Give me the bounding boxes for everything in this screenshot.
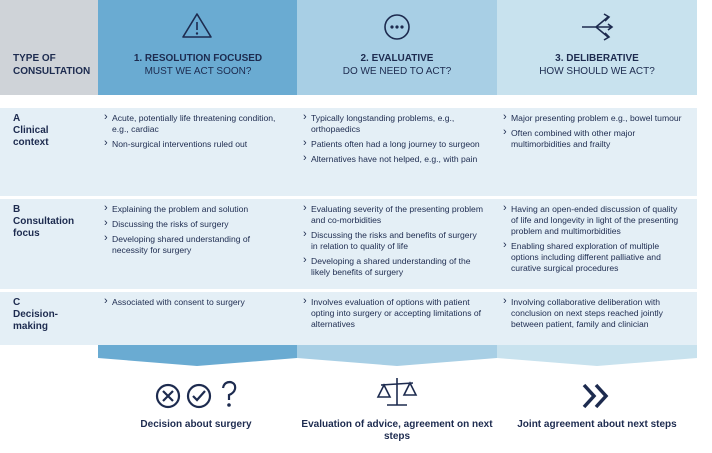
- col2-header-bg: [297, 0, 497, 95]
- cell: Having an open-ended discussion of quali…: [503, 203, 683, 278]
- header-icons: [182, 13, 614, 41]
- bullet-item: Having an open-ended discussion of quali…: [503, 203, 683, 237]
- row-letter: B: [13, 204, 21, 215]
- row-label: Consultation focus: [13, 216, 75, 239]
- question-icon: [221, 380, 237, 400]
- column-question: DO WE NEED TO ACT?: [342, 66, 452, 77]
- column-title: 2. EVALUATIVE: [360, 53, 434, 64]
- cell: Explaining the problem and solution Discu…: [104, 203, 284, 260]
- bullet-item: Patients often had a long journey to sur…: [303, 138, 483, 150]
- cell: Associated with consent to surgery: [104, 296, 284, 312]
- row-label: Clinical context: [13, 125, 49, 148]
- header-label: TYPE OF CONSULTATION: [13, 53, 91, 77]
- outcome-label: Decision about surgery: [140, 419, 252, 430]
- outcome-label: Joint agreement about next steps: [517, 419, 677, 430]
- header-label-cell: TYPE OF CONSULTATION: [0, 0, 98, 95]
- bullet-item: Typically longstanding problems, e.g., o…: [303, 112, 483, 135]
- column-title: 1. RESOLUTION FOCUSED: [133, 53, 263, 64]
- col2-arrow: [297, 345, 497, 366]
- bullet-item: Explaining the problem and solution: [104, 203, 284, 215]
- column-title: 3. DELIBERATIVE: [555, 53, 639, 64]
- bullet-item: Developing a shared understanding of the…: [303, 255, 483, 278]
- column-header: 2. EVALUATIVE DO WE NEED TO ACT?: [297, 0, 497, 95]
- col3-arrow: [497, 345, 697, 366]
- row-label: Decision-making: [13, 309, 59, 332]
- bullet-item: Discussing the risks and benefits of sur…: [303, 229, 483, 252]
- column-question: HOW SHOULD WE ACT?: [539, 66, 655, 77]
- column-header: 1. RESOLUTION FOCUSED MUST WE ACT SOON?: [98, 0, 298, 95]
- cell: Evaluating severity of the presenting pr…: [303, 203, 483, 282]
- bullet-item: Enabling shared exploration of multiple …: [503, 240, 683, 274]
- bullet-item: Associated with consent to surgery: [104, 296, 284, 308]
- outcome-label: Evaluation of advice, agreement on next …: [301, 419, 493, 442]
- bullet-item: Acute, potentially life threatening cond…: [104, 112, 284, 135]
- column-header: 3. DELIBERATIVE HOW SHOULD WE ACT?: [497, 0, 697, 95]
- bullet-item: Involving collaborative deliberation wit…: [503, 296, 683, 330]
- bullet-item: Evaluating severity of the presenting pr…: [303, 203, 483, 226]
- col3-header-bg: [497, 0, 697, 95]
- branch-icon: [582, 13, 614, 41]
- bullet-item: Developing shared understanding of neces…: [104, 233, 284, 256]
- check-icon: [186, 383, 212, 409]
- bullet-item: Discussing the risks of surgery: [104, 218, 284, 230]
- cell: Involves evaluation of options with pati…: [303, 296, 483, 334]
- bullet-item: Alternatives have not helped, e.g., with…: [303, 153, 483, 165]
- chevrons-icon: [582, 383, 609, 409]
- question-dot: [227, 403, 231, 407]
- scales-icon: [376, 378, 418, 406]
- dots-icon: [384, 14, 410, 40]
- cell: Acute, potentially life threatening cond…: [104, 112, 284, 154]
- bullet-item: Often combined with other major multimor…: [503, 127, 683, 150]
- cell: Involving collaborative deliberation wit…: [503, 296, 683, 334]
- bullet-item: Major presenting problem e.g., bowel tum…: [503, 112, 683, 124]
- column-question: MUST WE ACT SOON?: [144, 66, 252, 77]
- cross-icon: [155, 383, 181, 409]
- icon-dots: [195, 25, 404, 35]
- cell: Typically longstanding problems, e.g., o…: [303, 112, 483, 169]
- bullet-item: Involves evaluation of options with pati…: [303, 296, 483, 330]
- outcome-icons: [155, 378, 609, 409]
- bullet-item: Non-surgical interventions ruled out: [104, 138, 284, 150]
- row-letter: A: [13, 113, 21, 124]
- row-letter: C: [13, 297, 21, 308]
- warning-icon: [182, 13, 212, 38]
- col1-arrow: [98, 345, 297, 366]
- cell: Major presenting problem e.g., bowel tum…: [503, 112, 683, 154]
